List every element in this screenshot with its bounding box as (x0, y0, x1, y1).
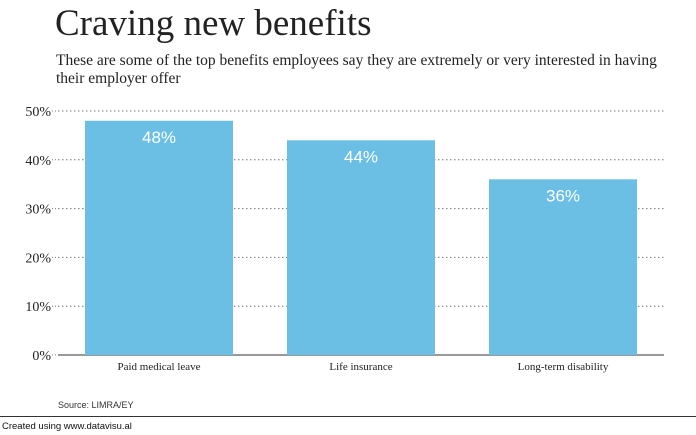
bar-data-label: 36% (546, 186, 580, 205)
y-tick-label: 50% (25, 105, 51, 120)
bar (287, 140, 435, 355)
bar (489, 179, 637, 355)
bar-data-label: 44% (344, 147, 378, 166)
x-category-label: Paid medical leave (117, 361, 200, 373)
y-tick-label: 0% (32, 349, 51, 364)
bar-chart: 0% 10% 20% 30% 40% 50% 48% Paid medical leave 44… (25, 105, 664, 373)
footer-divider (0, 416, 696, 417)
bar-data-label: 48% (142, 128, 176, 147)
y-tick-label: 10% (25, 300, 51, 315)
y-tick-label: 20% (25, 251, 51, 266)
footer-credit: Created using www.datavisu.al (2, 421, 132, 432)
x-category-label: Long-term disability (518, 361, 609, 373)
x-category-label: Life insurance (329, 361, 392, 373)
source-note: Source: LIMRA/EY (58, 400, 134, 410)
y-tick-label: 30% (25, 203, 51, 218)
bar (85, 120, 233, 355)
chart-title: Craving new benefits (55, 3, 372, 44)
y-tick-label: 40% (25, 154, 51, 169)
chart-subtitle: These are some of the top benefits emplo… (56, 52, 657, 87)
